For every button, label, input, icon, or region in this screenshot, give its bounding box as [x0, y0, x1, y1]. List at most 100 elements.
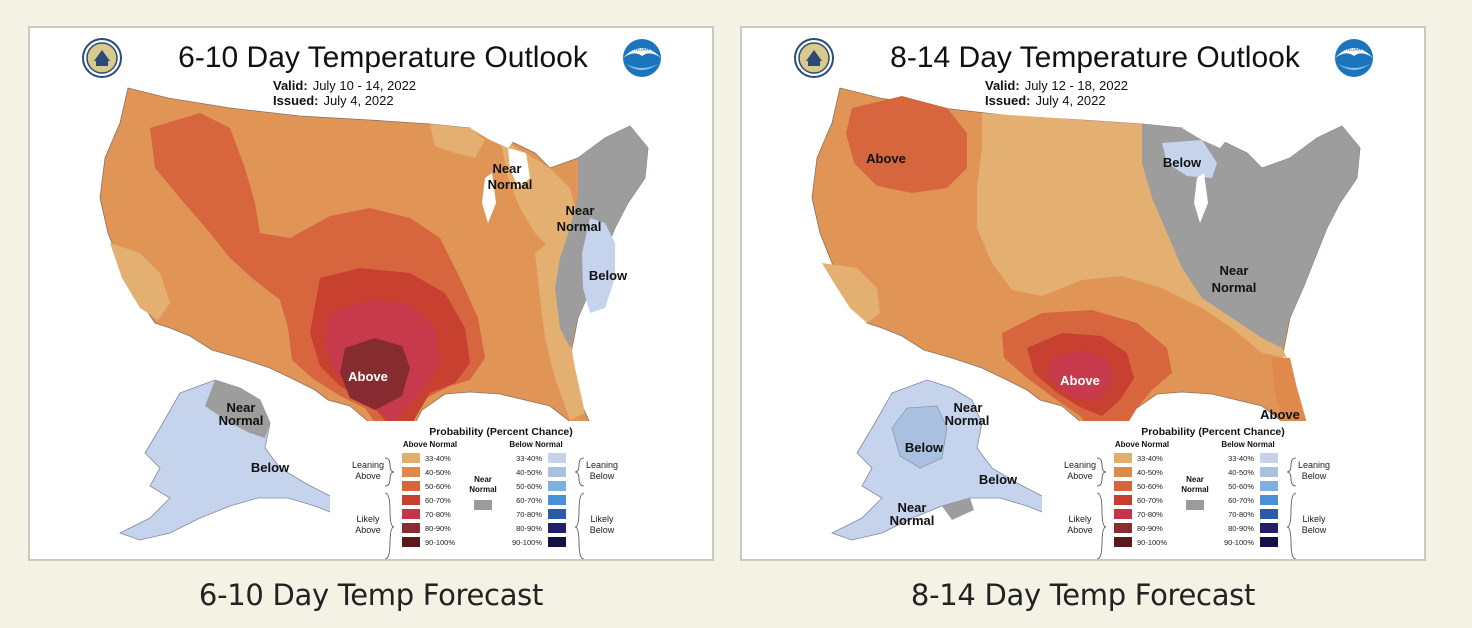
legend-above-swatch	[1114, 495, 1132, 505]
legend-above-range: 40-50%	[425, 468, 451, 477]
issued-label: Issued:	[985, 93, 1031, 108]
map-title: 8-14 Day Temperature Outlook	[890, 41, 1301, 74]
probability-legend: Probability (Percent Chance) Above Norma…	[330, 421, 692, 559]
region-label: Above	[348, 369, 388, 384]
legend-above-range: 33-40%	[425, 454, 451, 463]
legend-below-range: 80-90%	[1228, 524, 1254, 533]
legend-near-swatch	[1186, 500, 1204, 510]
legend-above-header: Above Normal	[1115, 440, 1169, 449]
issued-date: July 4, 2022	[1036, 93, 1106, 108]
region-label: Below	[1163, 155, 1202, 170]
valid-date: July 12 - 18, 2022	[1025, 78, 1128, 93]
region-label: Below	[589, 268, 628, 283]
legend-below-swatch	[1260, 495, 1278, 505]
doc-seal-icon	[794, 38, 834, 78]
map-card-8-14: NOAA 8-14 Day Temperature Outlook Valid:…	[740, 26, 1426, 561]
legend-likely-above: Likely	[1068, 514, 1092, 524]
legend-near: Normal	[469, 485, 497, 494]
caption-6-10: 6-10 Day Temp Forecast	[198, 578, 544, 612]
legend-leaning-below: Below	[590, 471, 615, 481]
alaska-map	[118, 379, 351, 541]
legend-likely-below: Likely	[1302, 514, 1326, 524]
legend-below-range: 50-60%	[1228, 482, 1254, 491]
legend-above-swatch	[1114, 467, 1132, 477]
legend-above-swatch	[1114, 509, 1132, 519]
legend-below-swatch	[548, 453, 566, 463]
legend-below-swatch	[548, 537, 566, 547]
map-8-14-svg: NOAA 8-14 Day Temperature Outlook Valid:…	[794, 38, 1404, 559]
legend-leaning-below: Leaning	[586, 460, 618, 470]
map-title: 6-10 Day Temperature Outlook	[178, 41, 589, 74]
legend-above-swatch	[402, 481, 420, 491]
legend-below-swatch	[1260, 481, 1278, 491]
legend-below-swatch	[548, 495, 566, 505]
legend-above-range: 80-90%	[1137, 524, 1163, 533]
issued-date: July 4, 2022	[324, 93, 394, 108]
legend-above-swatch	[1114, 523, 1132, 533]
region-label: Near	[227, 400, 256, 415]
legend-above-range: 50-60%	[1137, 482, 1163, 491]
legend-below-range: 60-70%	[1228, 496, 1254, 505]
region-label: Normal	[1212, 280, 1257, 295]
legend-above-header: Above Normal	[403, 440, 457, 449]
region-label: Normal	[945, 413, 990, 428]
legend-below-range: 40-50%	[516, 468, 542, 477]
legend-near: Near	[474, 475, 492, 484]
legend-leaning-above: Above	[355, 471, 381, 481]
legend-below-header: Below Normal	[509, 440, 562, 449]
legend-above-swatch	[402, 537, 420, 547]
doc-seal-icon	[82, 38, 122, 78]
region-label: Normal	[219, 413, 264, 428]
legend-below-range: 90-100%	[512, 538, 542, 547]
legend-likely-above: Above	[1067, 525, 1093, 535]
legend-above-range: 90-100%	[425, 538, 455, 547]
region-label: Normal	[890, 513, 935, 528]
legend-below-range: 33-40%	[1228, 454, 1254, 463]
region-label: Below	[979, 472, 1018, 487]
legend-below-range: 33-40%	[516, 454, 542, 463]
region-label: Below	[905, 440, 944, 455]
region-label: Normal	[557, 219, 602, 234]
legend-above-range: 50-60%	[425, 482, 451, 491]
legend-above-swatch	[1114, 453, 1132, 463]
legend-below-range: 70-80%	[1228, 510, 1254, 519]
legend-below-range: 40-50%	[1228, 468, 1254, 477]
legend-below-swatch	[1260, 509, 1278, 519]
region-label: Near	[1220, 263, 1249, 278]
legend-below-header: Below Normal	[1221, 440, 1274, 449]
region-label: Above	[1260, 407, 1300, 422]
legend-below-swatch	[548, 481, 566, 491]
legend-below-swatch	[548, 509, 566, 519]
legend-above-swatch	[402, 495, 420, 505]
issued-label: Issued:	[273, 93, 319, 108]
legend-above-swatch	[402, 523, 420, 533]
legend-leaning-above: Above	[1067, 471, 1093, 481]
legend-below-range: 80-90%	[516, 524, 542, 533]
valid-label: Valid:	[985, 78, 1020, 93]
legend-leaning-above: Leaning	[352, 460, 384, 470]
legend-below-swatch	[1260, 523, 1278, 533]
legend-near-swatch	[474, 500, 492, 510]
legend-above-range: 70-80%	[1137, 510, 1163, 519]
legend-below-range: 60-70%	[516, 496, 542, 505]
legend-above-swatch	[402, 467, 420, 477]
legend-below-swatch	[1260, 453, 1278, 463]
legend-above-swatch	[1114, 537, 1132, 547]
region-label: Near	[493, 161, 522, 176]
probability-legend: Probability (Percent Chance) Above Norma…	[1042, 421, 1404, 559]
svg-text:NOAA: NOAA	[635, 47, 650, 53]
legend-below-swatch	[548, 523, 566, 533]
legend-leaning-below: Leaning	[1298, 460, 1330, 470]
region-label: Near	[566, 203, 595, 218]
legend-near: Near	[1186, 475, 1204, 484]
region-label: Below	[251, 460, 290, 475]
legend-below-swatch	[1260, 467, 1278, 477]
legend-title: Probability (Percent Chance)	[1141, 426, 1285, 438]
legend-title: Probability (Percent Chance)	[429, 426, 573, 438]
region-label: Normal	[488, 177, 533, 192]
legend-likely-above: Likely	[356, 514, 380, 524]
region-label: Near	[954, 400, 983, 415]
legend-above-range: 80-90%	[425, 524, 451, 533]
noaa-logo-icon: NOAA	[1335, 39, 1373, 77]
valid-label: Valid:	[273, 78, 308, 93]
